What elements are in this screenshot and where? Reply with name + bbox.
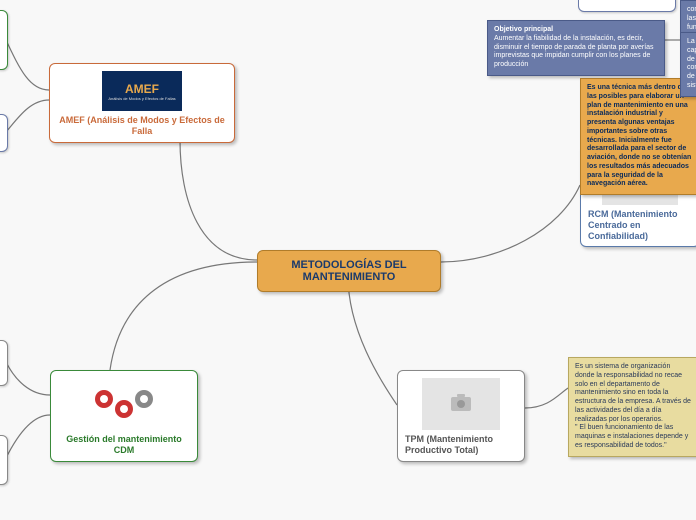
note-rcm-desc[interactable]: Es una técnica más dentro de las posible… bbox=[580, 78, 696, 195]
fragment-note-2: La capacidad de una componente de un sis… bbox=[680, 32, 696, 97]
gear-icon bbox=[115, 400, 133, 418]
amef-title: AMEF (Análisis de Modos y Efectos de Fal… bbox=[55, 115, 229, 137]
node-amef[interactable]: AMEF Análisis de Modos y Efectos de Fall… bbox=[49, 63, 235, 143]
note-objetivo[interactable]: Objetivo principal Aumentar la fiabilida… bbox=[487, 20, 665, 76]
edge-stub bbox=[0, 340, 8, 386]
tpm-title: TPM (Mantenimiento Productivo Total) bbox=[403, 434, 519, 456]
tpm-image-placeholder bbox=[422, 378, 500, 430]
edge-stub bbox=[578, 0, 676, 12]
central-topic[interactable]: METODOLOGÍAS DEL MANTENIMIENTO bbox=[257, 250, 441, 292]
note-rcm-body: Es una técnica más dentro de las posible… bbox=[587, 84, 691, 187]
camera-icon bbox=[451, 397, 471, 411]
rcm-title: RCM (Mantenimiento Centrado en Confiabil… bbox=[586, 209, 694, 241]
cdm-title: Gestión del mantenimiento CDM bbox=[56, 434, 192, 456]
edge-stub bbox=[0, 10, 8, 70]
note-tpm-body: Es un sistema de organización donde la r… bbox=[575, 363, 691, 449]
amef-image: AMEF Análisis de Modos y Efectos de Fall… bbox=[102, 71, 182, 111]
node-tpm[interactable]: TPM (Mantenimiento Productivo Total) bbox=[397, 370, 525, 462]
gear-icon bbox=[135, 390, 153, 408]
note-objetivo-heading: Objetivo principal bbox=[494, 26, 658, 35]
cdm-image bbox=[86, 378, 162, 430]
note-objetivo-body: Aumentar la fiabilidad de la instalación… bbox=[494, 35, 654, 68]
central-topic-label: METODOLOGÍAS DEL MANTENIMIENTO bbox=[291, 259, 406, 283]
node-cdm[interactable]: Gestión del mantenimiento CDM bbox=[50, 370, 198, 462]
edge-stub bbox=[0, 435, 8, 485]
note-tpm-desc[interactable]: Es un sistema de organización donde la r… bbox=[568, 357, 696, 457]
gear-icon bbox=[95, 390, 113, 408]
edge-stub bbox=[0, 114, 8, 152]
